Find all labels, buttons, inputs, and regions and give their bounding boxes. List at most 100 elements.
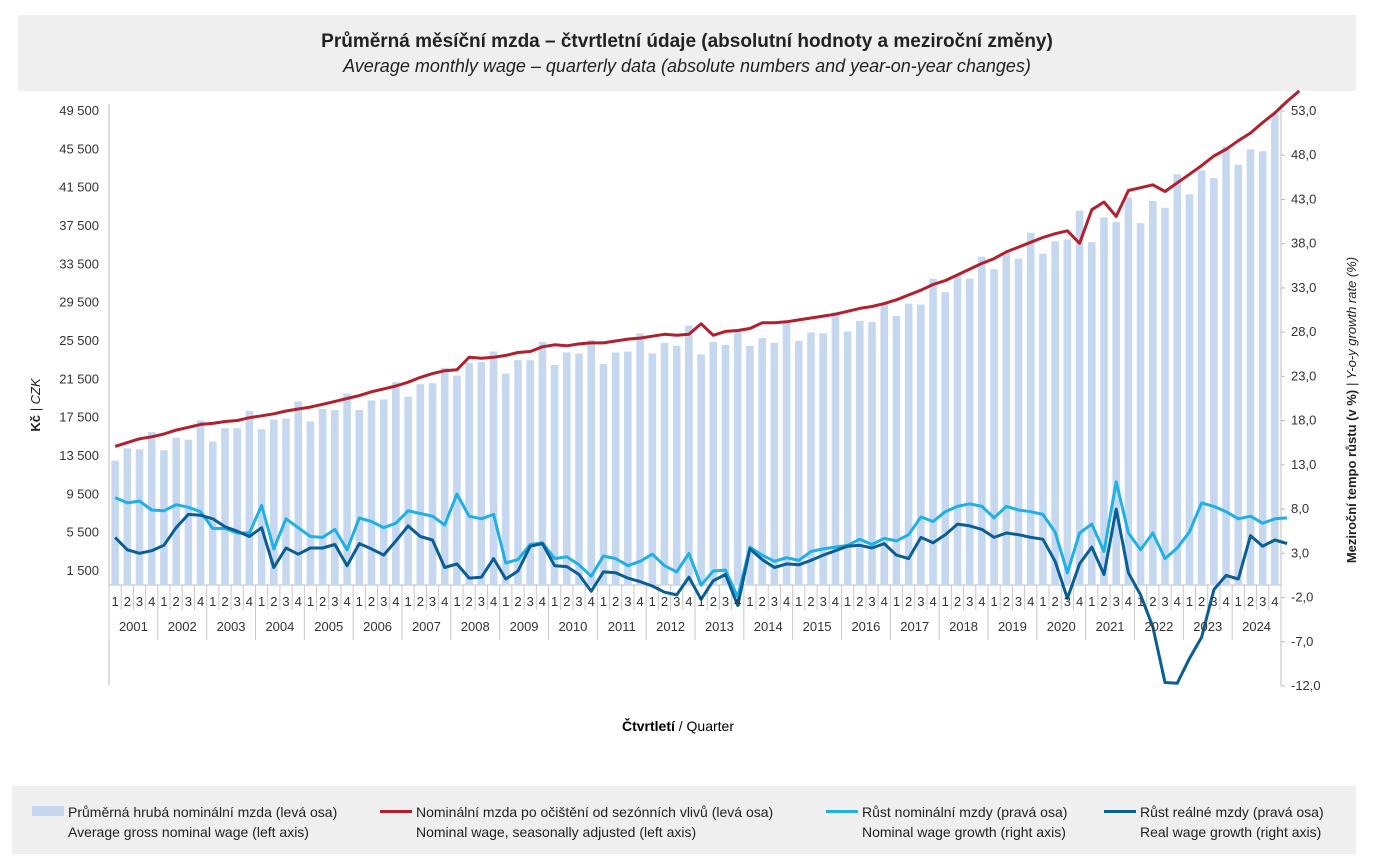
bar [990,269,998,585]
quarter-label: 4 [636,594,643,609]
quarter-label: 4 [685,594,692,609]
quarter-label: 4 [539,594,546,609]
bar [929,278,937,585]
year-label: 2019 [998,619,1027,634]
right-tick-label: 53,0 [1291,103,1316,118]
quarter-label: 3 [478,594,485,609]
quarter-label: 2 [856,594,863,609]
bar [758,338,766,585]
line-nominal-growth [114,480,1288,599]
year-label: 2011 [608,619,636,634]
left-tick-label: 37 500 [59,218,99,233]
bar [294,401,303,585]
quarter-label: 4 [246,594,253,609]
year-label: 2002 [168,619,197,634]
left-tick-label: 49 500 [59,103,99,118]
quarter-label: 2 [124,594,131,609]
bar [514,360,522,585]
legend-swatch-gross-wage [32,806,64,816]
bar [709,341,718,585]
bar [856,320,864,585]
quarter-label: 3 [673,594,680,609]
right-tick-label: -2,0 [1291,590,1313,605]
quarter-label: 3 [966,594,973,609]
quarter-label: 4 [441,594,448,609]
bar [1087,242,1096,585]
left-tick-label: 25 500 [59,333,99,348]
year-label: 2016 [851,619,880,634]
year-label: 2015 [803,619,832,634]
bar [245,410,254,585]
right-axis-title-sep: | [1344,379,1359,389]
quarter-label: 3 [1015,594,1022,609]
left-tick-label: 17 500 [59,410,99,425]
year-label: 2001 [119,619,148,634]
quarter-label: 3 [575,594,582,609]
chart-title-box: Průměrná měsíční mzda – čtvrtletní údaje… [18,15,1356,91]
bar [904,303,913,585]
bar [172,437,180,585]
bar [782,322,791,585]
quarter-label: 4 [197,594,204,609]
bar [1222,146,1230,586]
left-tick-label: 1 500 [66,563,99,578]
quarter-label: 2 [710,594,717,609]
year-label: 2020 [1047,619,1076,634]
quarter-label: 4 [588,594,595,609]
quarter-label: 1 [649,594,656,609]
year-label: 2017 [900,619,929,634]
quarter-label: 3 [868,594,875,609]
bar [1100,217,1108,585]
quarter-label: 2 [563,594,570,609]
quarter-label: 2 [759,594,766,609]
quarter-label: 1 [600,594,607,609]
left-tick-label: 5 500 [66,525,99,540]
quarter-label: 4 [1076,594,1083,609]
bar [392,382,400,585]
quarter-label: 2 [612,594,619,609]
quarter-label: 1 [746,594,753,609]
bar [941,292,950,585]
bar [1258,151,1267,585]
bar [1210,178,1218,586]
quarter-label: 2 [514,594,521,609]
left-axis-ticks: 1 500 5 500 9 500 13 500 17 500 21 500 25 500 2… [59,103,99,578]
x-axis-title-alt: Quarter [687,718,735,734]
quarter-label: 4 [881,594,888,609]
bar [1197,170,1206,585]
bar [1014,258,1023,585]
bar [965,278,974,585]
left-tick-label: 29 500 [59,295,99,310]
legend-label-cz: Růst reálné mzdy (pravá osa) [1140,804,1324,820]
bar [733,329,742,585]
quarter-label: 3 [1161,594,1168,609]
quarter-label: 1 [502,594,509,609]
bar [331,410,339,585]
quarter-label: 1 [1039,594,1046,609]
quarter-label: 2 [1247,594,1254,609]
right-tick-label: 3,0 [1291,545,1309,560]
quarter-label: 3 [380,594,387,609]
bar [453,375,461,585]
quarter-label: 3 [624,594,631,609]
quarter-label: 2 [221,594,228,609]
chart-title: Průměrná měsíční mzda – čtvrtletní údaje… [321,31,1053,52]
right-tick-label: 48,0 [1291,147,1316,162]
year-label: 2006 [363,619,392,634]
quarter-label: 1 [697,594,704,609]
year-label: 2003 [217,619,246,634]
quarter-label: 4 [1271,594,1278,609]
left-tick-label: 33 500 [59,256,99,271]
bar [770,342,779,585]
quarter-label: 1 [404,594,411,609]
bar-series [111,113,1279,586]
line-real-growth [114,507,1288,685]
quarter-label: 2 [1052,594,1059,609]
bar [343,393,351,585]
year-label: 2022 [1144,619,1173,634]
quarter-label: 1 [307,594,314,609]
quarter-label: 1 [258,594,265,609]
quarter-label: 3 [771,594,778,609]
year-label: 2014 [754,619,783,634]
quarter-label: 2 [905,594,912,609]
